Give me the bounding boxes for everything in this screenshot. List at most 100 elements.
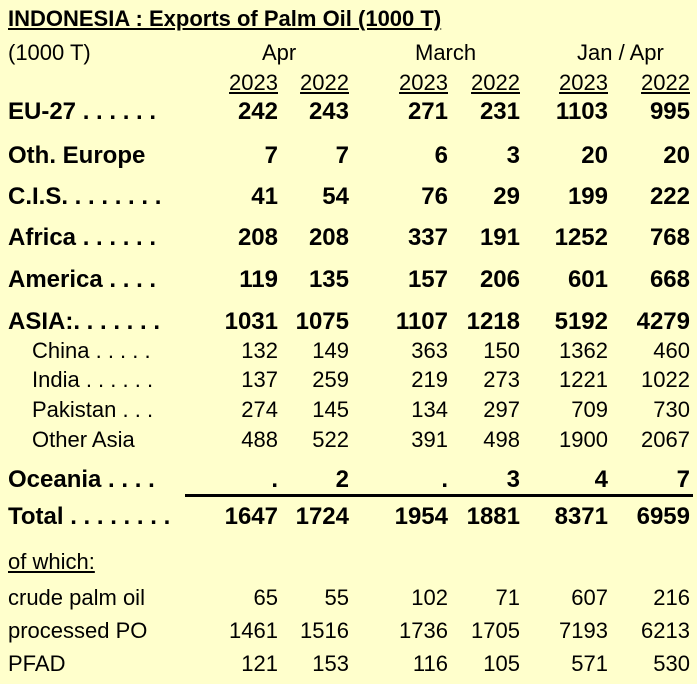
- row-value: 259: [312, 367, 349, 392]
- table-row-asia-sub: China . . . . . 132 149 363 150 1362 460: [0, 338, 697, 368]
- row-value: 488: [241, 427, 278, 452]
- row-value: 65: [253, 585, 278, 610]
- table-row-asia-sub: India . . . . . . 137 259 219 273 1221 1022: [0, 367, 697, 397]
- row-value: 607: [571, 585, 608, 610]
- row-value: 243: [308, 98, 349, 125]
- row-value: 1252: [554, 224, 608, 251]
- table-row-oceania: Oceania . . . .. 2. 3 4 7: [0, 466, 697, 496]
- row-value: 71: [495, 585, 520, 610]
- year-header: 2023: [399, 70, 448, 95]
- row-value: 137: [241, 367, 278, 392]
- row-value: 995: [649, 98, 690, 125]
- row-value: 208: [237, 224, 278, 251]
- row-value: 7: [676, 466, 690, 493]
- row-value: 1705: [471, 618, 520, 643]
- row-value: 498: [483, 427, 520, 452]
- row-value: 102: [411, 585, 448, 610]
- row-label: processed PO: [8, 618, 148, 643]
- row-value: 219: [411, 367, 448, 392]
- row-label: China . . . . .: [32, 338, 151, 363]
- row-value: 530: [653, 651, 690, 676]
- row-value: 206: [479, 266, 520, 293]
- table-row-asia-sub: Pakistan . . . 274 145 134 297 709 730: [0, 397, 697, 427]
- table-row-asia-sub: Other Asia 488 522 391 498 1900 2067: [0, 427, 697, 457]
- row-value: 273: [483, 367, 520, 392]
- row-value: 274: [241, 397, 278, 422]
- of-which-heading: of which:: [0, 549, 697, 579]
- year-header: 2023: [559, 70, 608, 95]
- row-value: 460: [653, 338, 690, 363]
- table-row: EU-27 . . . . . . 242 243 271 231 1103 995: [0, 98, 697, 128]
- row-value: 121: [241, 651, 278, 676]
- row-label: crude palm oil: [8, 585, 145, 610]
- row-value: 1022: [641, 367, 690, 392]
- row-value: 337: [407, 224, 448, 251]
- row-value: 3: [506, 466, 520, 493]
- row-value: 8371: [554, 503, 608, 530]
- row-value: 4: [594, 466, 608, 493]
- row-value: 1031: [224, 308, 278, 335]
- table-row-total: Total . . . . . . . . 1647 1724 1954 1881 837…: [0, 503, 697, 533]
- row-value: 55: [324, 585, 349, 610]
- row-value: 20: [581, 142, 608, 169]
- row-value: 363: [411, 338, 448, 363]
- table-row: C.I.S. . . . . . . . 41 54 76 29 199 222: [0, 183, 697, 213]
- row-value: 6959: [636, 503, 690, 530]
- row-value: 6: [434, 142, 448, 169]
- row-value: 1461: [229, 618, 278, 643]
- unit-label: (1000 T): [8, 40, 91, 65]
- row-value: 7: [264, 142, 278, 169]
- row-value: 1900: [559, 427, 608, 452]
- table-title: INDONESIA : Exports of Palm Oil (1000 T): [8, 6, 442, 31]
- row-value: 41: [251, 183, 278, 210]
- row-value: 222: [649, 183, 690, 210]
- row-value: 1647: [224, 503, 278, 530]
- row-label: PFAD: [8, 651, 66, 676]
- row-value: 208: [308, 224, 349, 251]
- row-value: .: [271, 466, 278, 493]
- row-label: Oth. Europe: [8, 142, 146, 169]
- row-value: 768: [649, 224, 690, 251]
- table-row: Africa . . . . . . 208 208 337 191 1252 768: [0, 224, 697, 254]
- year-header: 2022: [300, 70, 349, 95]
- row-value: 730: [653, 397, 690, 422]
- table-row: America . . . . 119 135 157 206 601 668: [0, 266, 697, 296]
- table-row: Oth. Europe 7 7 6 3 20 20: [0, 142, 697, 172]
- row-value: 601: [567, 266, 608, 293]
- row-value: 145: [312, 397, 349, 422]
- row-value: 1221: [559, 367, 608, 392]
- row-value: 29: [493, 183, 520, 210]
- year-header: 2023: [229, 70, 278, 95]
- row-value: 709: [571, 397, 608, 422]
- row-label: Pakistan . . .: [32, 397, 154, 422]
- row-label: Oceania . . . .: [8, 466, 155, 493]
- row-value: 7193: [559, 618, 608, 643]
- year-header: 2022: [471, 70, 520, 95]
- row-value: 105: [483, 651, 520, 676]
- row-value: .: [441, 466, 448, 493]
- row-value: 1103: [555, 98, 608, 125]
- row-value: 5192: [554, 308, 608, 335]
- row-value: 20: [663, 142, 690, 169]
- row-label: ASIA:. . . . . . .: [8, 308, 161, 335]
- row-value: 132: [241, 338, 278, 363]
- total-divider: [185, 494, 693, 497]
- row-value: 1218: [466, 308, 520, 335]
- row-value: 1881: [466, 503, 520, 530]
- row-value: 6213: [641, 618, 690, 643]
- row-value: 116: [412, 651, 448, 676]
- row-value: 2067: [641, 427, 690, 452]
- year-header: 2022: [641, 70, 690, 95]
- row-value: 2: [335, 466, 349, 493]
- table-row-of-which: processed PO 1461 1516 1736 1705 7193 6213: [0, 618, 697, 648]
- row-value: 391: [411, 427, 448, 452]
- row-value: 191: [479, 224, 520, 251]
- row-value: 157: [407, 266, 448, 293]
- row-value: 231: [479, 98, 520, 125]
- row-value: 1954: [394, 503, 448, 530]
- row-value: 297: [483, 397, 520, 422]
- table-row-of-which: crude palm oil 65 55 102 71 607 216: [0, 585, 697, 615]
- row-value: 242: [237, 98, 278, 125]
- row-value: 1362: [559, 338, 608, 363]
